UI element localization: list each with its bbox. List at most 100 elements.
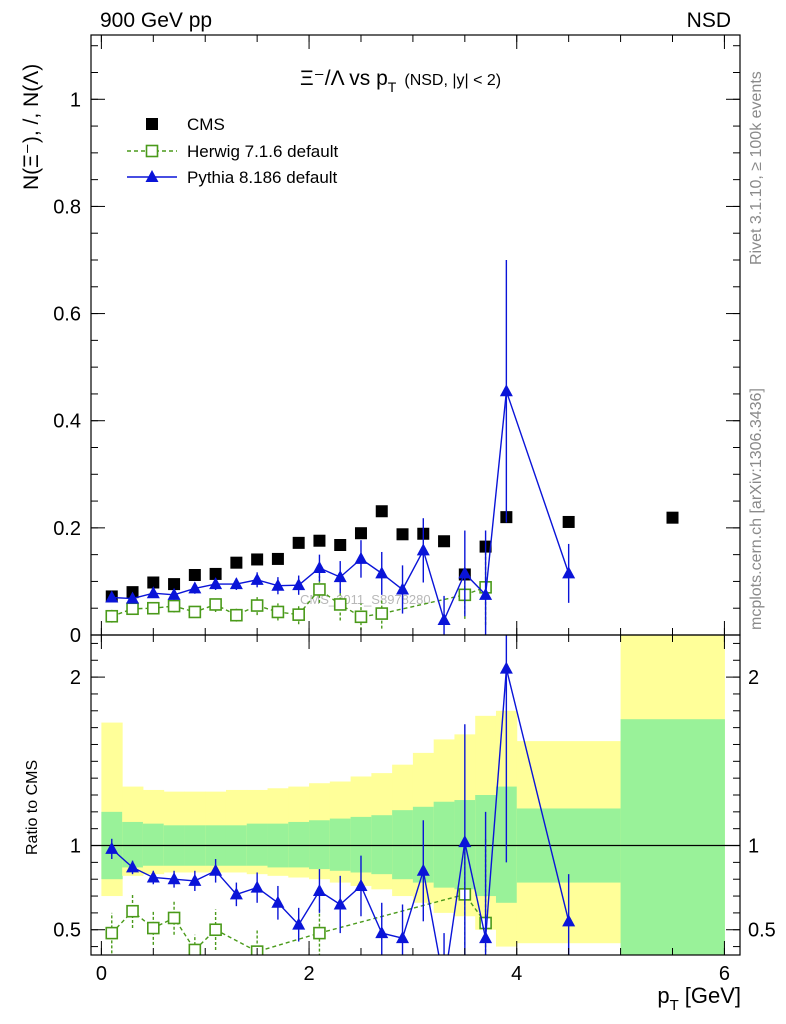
ratio-herwig-point-3 xyxy=(167,911,181,925)
main-pythia-point-14 xyxy=(396,582,410,595)
ratio-herwig-point-5 xyxy=(209,923,222,937)
main-pythia-point-8 xyxy=(271,578,285,591)
legend-label-cms: CMS xyxy=(187,115,225,134)
analysis-watermark: CMS_2011_S8978280 xyxy=(300,592,431,607)
main-herwig-point-1 xyxy=(126,602,139,616)
main-herwig-point-13 xyxy=(375,607,389,620)
ratio-band-inner-21 xyxy=(620,719,725,955)
header-left-label: 900 GeV pp xyxy=(100,9,212,32)
ratio-pythia-point-4 xyxy=(188,873,202,886)
main-herwig-point-3 xyxy=(167,599,181,613)
legend-marker-pythia xyxy=(145,170,159,182)
ratio-herwig-line xyxy=(111,893,487,953)
legend-label-pythia: Pythia 8.186 default xyxy=(187,168,338,187)
main-pythia-point-16 xyxy=(437,613,451,625)
main-pythia-point-3 xyxy=(167,587,181,600)
mcplots-label: mcplots.cern.ch [arXiv:1306.3436] xyxy=(748,388,765,630)
ratio-uncertainty-bands xyxy=(101,635,725,955)
ratio-band-inner-9 xyxy=(288,821,310,868)
ratio-herwig-point-2 xyxy=(147,921,160,935)
main-pythia-point-18 xyxy=(479,587,493,600)
ratio-pythia-point-18 xyxy=(479,931,493,944)
ratio-y-tick-label-2: 2 xyxy=(70,667,81,689)
main-pythia-point-0 xyxy=(105,590,119,603)
main-cms-point-5 xyxy=(209,567,222,580)
legend-marker-cms xyxy=(146,118,158,130)
main-y-tick-label-3: 0.6 xyxy=(53,304,81,326)
ratio-pythia-point-15 xyxy=(416,863,430,876)
main-cms-point-12 xyxy=(354,527,367,540)
legend-marker-herwig xyxy=(145,144,159,158)
chart-title: Ξ⁻/Λ vs pT (NSD, |y| < 2) xyxy=(300,67,501,95)
ratio-pythia-point-3 xyxy=(167,872,181,885)
main-pythia-point-20 xyxy=(562,566,576,579)
ratio-pythia-point-6 xyxy=(229,887,243,900)
main-y-tick-label-0: 0 xyxy=(70,625,81,647)
ratio-band-inner-16 xyxy=(433,801,455,888)
ratio-band-inner-12 xyxy=(350,816,372,873)
ratio-y-tick-label-right-2: 2 xyxy=(748,667,759,689)
ratio-y-tick-label-0: 0.5 xyxy=(53,920,81,942)
ratio-pythia-point-9 xyxy=(292,917,306,930)
axis-ticks: 0 0.2 0.4 0.6 0.8 1 0 2 4 6 0.5 0.5 1 1 2 2 xyxy=(53,35,776,985)
main-pythia-point-1 xyxy=(126,591,140,604)
ratio-pythia-point-7 xyxy=(250,880,264,893)
main-cms-point-9 xyxy=(292,536,305,549)
ratio-band-inner-11 xyxy=(329,818,352,871)
main-pythia-point-7 xyxy=(250,572,264,585)
ratio-band-inner-1 xyxy=(122,821,144,868)
ratio-pythia-point-0 xyxy=(105,841,119,854)
main-cms-point-14 xyxy=(396,528,409,541)
main-herwig-point-5 xyxy=(209,598,222,611)
main-panel-series xyxy=(105,260,679,635)
ratio-panel-series xyxy=(105,635,576,989)
main-cms-point-10 xyxy=(313,534,326,547)
main-cms-point-13 xyxy=(375,505,388,518)
ratio-pythia-point-5 xyxy=(209,863,223,876)
main-herwig-point-0 xyxy=(105,609,119,623)
main-herwig-point-8 xyxy=(271,605,285,619)
main-y-tick-label-5: 1 xyxy=(70,89,81,111)
ratio-herwig-point-1 xyxy=(126,904,139,918)
main-pythia-point-10 xyxy=(312,561,326,574)
main-cms-point-6 xyxy=(230,556,243,569)
main-pythia-point-2 xyxy=(146,586,160,599)
main-y-tick-label-1: 0.2 xyxy=(53,518,81,540)
main-pythia-point-4 xyxy=(188,581,202,594)
main-herwig-point-4 xyxy=(188,605,202,619)
x-axis-label: pT [GeV] xyxy=(657,983,741,1014)
ratio-herwig-point-0 xyxy=(105,926,119,940)
main-herwig-line xyxy=(111,586,486,618)
ratio-pythia-point-8 xyxy=(271,895,285,908)
ratio-herwig-point-7 xyxy=(313,926,326,940)
main-pythia-point-11 xyxy=(333,570,347,583)
main-herwig-point-10 xyxy=(313,583,326,596)
main-herwig-point-11 xyxy=(333,598,347,611)
rivet-version-label: Rivet 3.1.10, ≥ 100k events xyxy=(748,71,765,265)
ratio-y-tick-label-right-1: 1 xyxy=(748,836,759,858)
main-y-axis-label: N(Ξ⁻), /, N(Λ) xyxy=(20,64,43,190)
ratio-pythia-point-20 xyxy=(562,914,576,927)
ratio-band-inner-2 xyxy=(142,823,165,866)
ratio-band-inner-10 xyxy=(309,820,331,870)
main-cms-point-2 xyxy=(147,576,160,589)
main-pythia-point-12 xyxy=(354,551,368,564)
main-herwig-point-12 xyxy=(354,610,368,624)
main-pythia-point-15 xyxy=(416,543,430,556)
main-y-tick-label-4: 0.8 xyxy=(53,196,81,218)
ratio-pythia-point-11 xyxy=(333,897,347,910)
legend: CMS Herwig 7.1.6 default Pythia 8.186 defa… xyxy=(127,115,338,187)
x-tick-label-0: 0 xyxy=(96,963,107,985)
main-cms-point-4 xyxy=(188,569,201,581)
main-y-tick-label-2: 0.4 xyxy=(53,411,81,433)
ratio-band-inner-7 xyxy=(246,823,269,866)
ratio-pythia-point-16 xyxy=(438,977,451,989)
x-tick-label-2: 4 xyxy=(511,963,522,985)
ratio-pythia-point-14 xyxy=(396,931,410,944)
main-cms-point-11 xyxy=(334,539,347,551)
ratio-pythia-point-2 xyxy=(146,870,160,883)
main-pythia-point-19 xyxy=(499,384,513,397)
main-pythia-point-9 xyxy=(292,578,306,591)
ratio-y-tick-label-1: 1 xyxy=(70,836,81,858)
